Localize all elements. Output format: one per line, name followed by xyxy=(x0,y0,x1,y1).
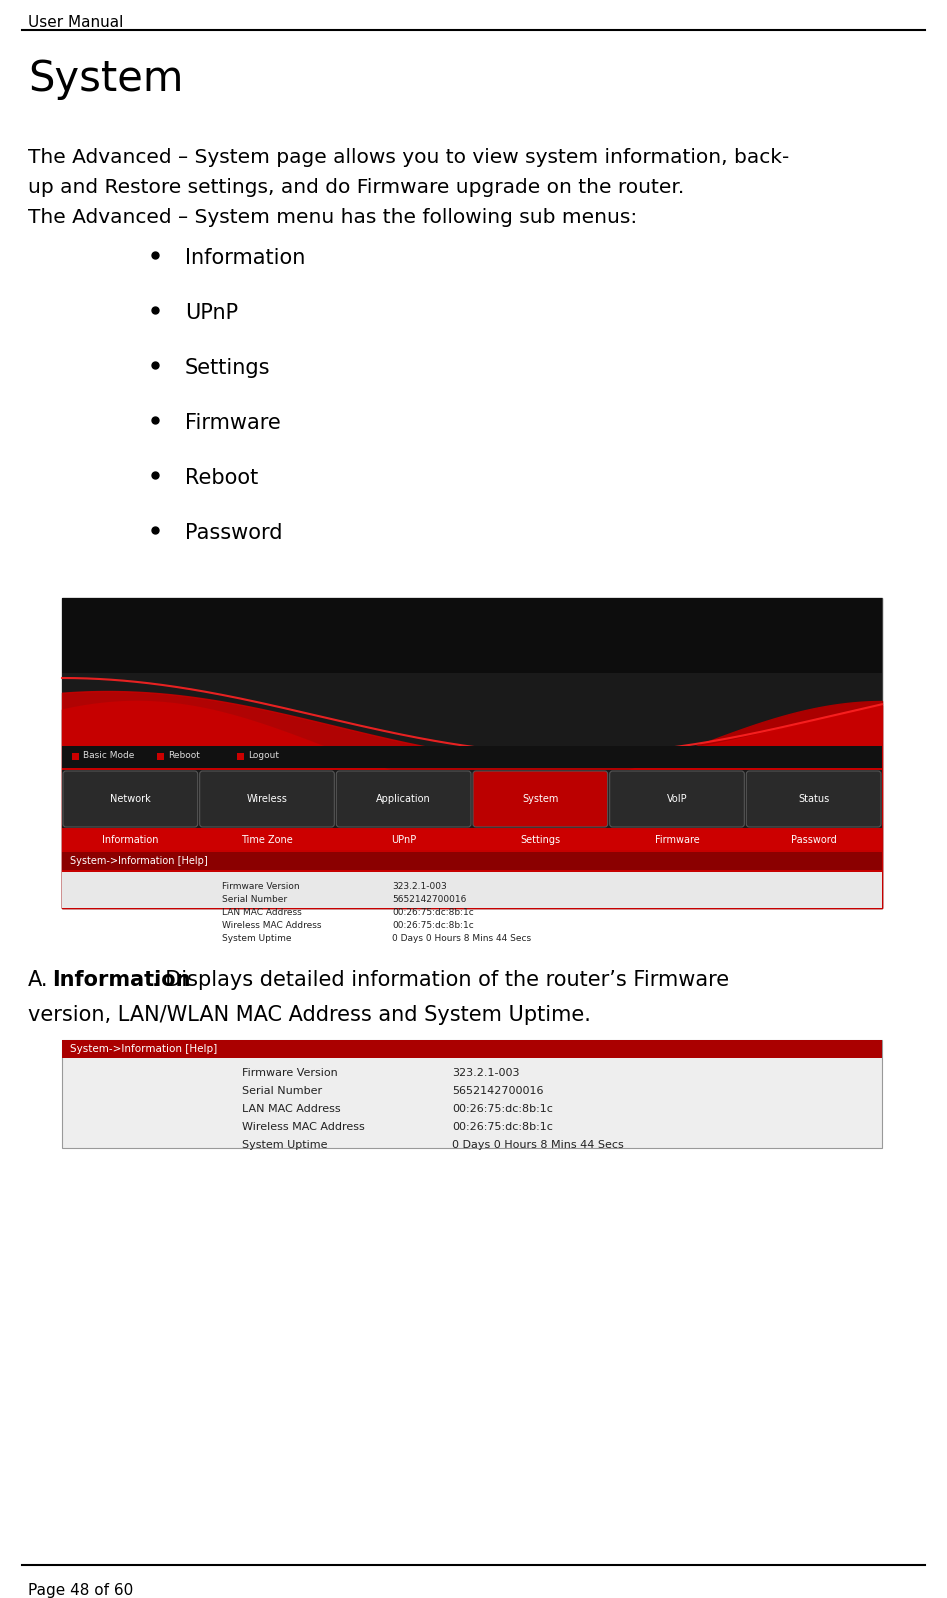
Bar xyxy=(62,852,882,869)
Text: 5652142700016: 5652142700016 xyxy=(392,895,466,904)
Bar xyxy=(62,746,882,769)
Bar xyxy=(62,770,882,828)
Text: Application: Application xyxy=(376,794,431,804)
Bar xyxy=(62,598,882,673)
Text: Information: Information xyxy=(52,970,190,991)
FancyBboxPatch shape xyxy=(336,770,471,828)
Text: 323.2.1-003: 323.2.1-003 xyxy=(392,882,447,892)
Bar xyxy=(72,753,79,761)
Text: Settings: Settings xyxy=(520,836,561,845)
Text: System Uptime: System Uptime xyxy=(242,1139,328,1151)
Text: version, LAN/WLAN MAC Address and System Uptime.: version, LAN/WLAN MAC Address and System… xyxy=(28,1005,591,1024)
Text: Status: Status xyxy=(798,794,830,804)
Text: 5652142700016: 5652142700016 xyxy=(452,1087,544,1096)
Text: Basic Mode: Basic Mode xyxy=(83,751,134,761)
Text: LAN MAC Address: LAN MAC Address xyxy=(222,908,302,917)
Text: System Uptime: System Uptime xyxy=(222,933,292,943)
Text: . Displays detailed information of the router’s Firmware: . Displays detailed information of the r… xyxy=(152,970,729,991)
Bar xyxy=(62,829,882,850)
Text: Settings: Settings xyxy=(185,358,271,379)
Text: The Advanced – System page allows you to view system information, back-: The Advanced – System page allows you to… xyxy=(28,149,789,168)
Text: Wireless MAC Address: Wireless MAC Address xyxy=(222,920,321,930)
Text: 00:26:75:dc:8b:1c: 00:26:75:dc:8b:1c xyxy=(392,908,474,917)
Bar xyxy=(62,873,882,908)
Text: Serial Number: Serial Number xyxy=(222,895,287,904)
Text: 00:26:75:dc:8b:1c: 00:26:75:dc:8b:1c xyxy=(452,1122,553,1131)
Bar xyxy=(62,598,882,746)
Text: VoIP: VoIP xyxy=(667,794,688,804)
Text: System->Information [Help]: System->Information [Help] xyxy=(70,857,207,866)
Text: UPnP: UPnP xyxy=(185,304,238,323)
Text: UPnP: UPnP xyxy=(391,836,417,845)
Text: System: System xyxy=(522,794,559,804)
Bar xyxy=(62,1040,882,1147)
Text: LAN MAC Address: LAN MAC Address xyxy=(242,1104,341,1114)
Text: Network: Network xyxy=(110,794,151,804)
Text: The Advanced – System menu has the following sub menus:: The Advanced – System menu has the follo… xyxy=(28,208,637,227)
Text: Wireless MAC Address: Wireless MAC Address xyxy=(242,1122,365,1131)
Bar xyxy=(157,753,164,761)
Text: Time Zone: Time Zone xyxy=(241,836,293,845)
Text: Password: Password xyxy=(791,836,836,845)
Text: User Manual: User Manual xyxy=(28,14,123,30)
Text: Serial Number: Serial Number xyxy=(242,1087,322,1096)
Text: A.: A. xyxy=(28,970,48,991)
Text: 00:26:75:dc:8b:1c: 00:26:75:dc:8b:1c xyxy=(392,920,474,930)
Text: Logout: Logout xyxy=(248,751,279,761)
Text: Page 48 of 60: Page 48 of 60 xyxy=(28,1584,134,1598)
Bar xyxy=(62,598,882,658)
Text: System: System xyxy=(28,58,184,101)
Bar xyxy=(237,753,244,761)
FancyBboxPatch shape xyxy=(746,770,881,828)
Text: Information: Information xyxy=(185,248,305,268)
Text: Firmware Version: Firmware Version xyxy=(242,1067,338,1079)
Text: 00:26:75:dc:8b:1c: 00:26:75:dc:8b:1c xyxy=(452,1104,553,1114)
Text: Firmware: Firmware xyxy=(185,412,280,433)
Bar xyxy=(62,598,882,908)
FancyBboxPatch shape xyxy=(610,770,744,828)
Bar xyxy=(62,1040,882,1058)
Text: Password: Password xyxy=(185,523,282,543)
Text: System->Information [Help]: System->Information [Help] xyxy=(70,1043,217,1055)
Text: Information: Information xyxy=(102,836,158,845)
Text: 0 Days 0 Hours 8 Mins 44 Secs: 0 Days 0 Hours 8 Mins 44 Secs xyxy=(392,933,531,943)
Text: Reboot: Reboot xyxy=(185,468,259,487)
Text: up and Restore settings, and do Firmware upgrade on the router.: up and Restore settings, and do Firmware… xyxy=(28,177,685,197)
FancyBboxPatch shape xyxy=(473,770,608,828)
Text: Firmware: Firmware xyxy=(654,836,700,845)
Text: 323.2.1-003: 323.2.1-003 xyxy=(452,1067,520,1079)
Text: Wireless: Wireless xyxy=(246,794,288,804)
FancyBboxPatch shape xyxy=(63,770,198,828)
Text: Firmware Version: Firmware Version xyxy=(222,882,299,892)
Text: 0 Days 0 Hours 8 Mins 44 Secs: 0 Days 0 Hours 8 Mins 44 Secs xyxy=(452,1139,624,1151)
FancyBboxPatch shape xyxy=(200,770,334,828)
Text: Reboot: Reboot xyxy=(168,751,200,761)
